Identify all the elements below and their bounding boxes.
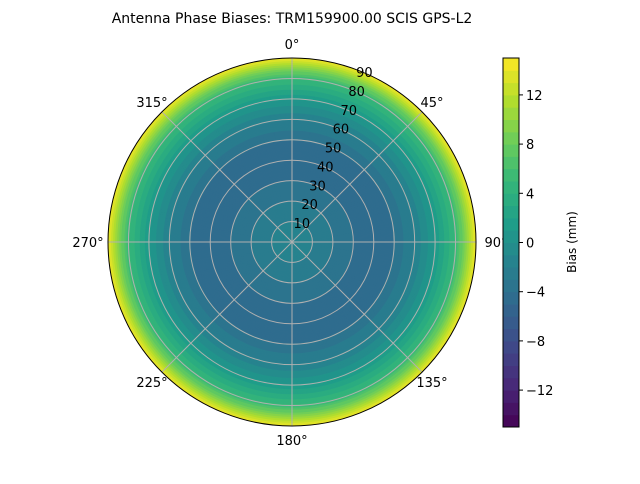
colorbar-tick-label: 0 bbox=[526, 237, 534, 252]
angular-tick-label: 0° bbox=[285, 38, 300, 53]
radial-tick-label: 20 bbox=[301, 198, 318, 213]
colorbar-level bbox=[503, 328, 519, 342]
colorbar-level bbox=[503, 267, 519, 280]
radial-tick-label: 80 bbox=[348, 85, 365, 100]
colorbar-level bbox=[503, 156, 519, 170]
colorbar-tick-label: −4 bbox=[526, 286, 545, 301]
colorbar-level bbox=[503, 181, 519, 194]
radial-tick-label: 70 bbox=[340, 104, 357, 119]
colorbar-label: Bias (mm) bbox=[565, 211, 579, 273]
radial-tick-label: 50 bbox=[325, 142, 342, 157]
colorbar-level bbox=[503, 316, 519, 330]
radial-tick-label: 10 bbox=[294, 217, 311, 232]
radial-tick-label: 40 bbox=[317, 160, 334, 175]
colorbar-level bbox=[503, 168, 519, 182]
colorbar-level bbox=[503, 254, 519, 268]
colorbar-level bbox=[503, 377, 519, 391]
angular-tick-label: 90° bbox=[484, 236, 507, 251]
colorbar-level bbox=[503, 402, 519, 416]
colorbar-level bbox=[503, 230, 519, 243]
colorbar-tick-label: 12 bbox=[526, 89, 543, 104]
colorbar-level bbox=[503, 119, 519, 133]
colorbar-tick-label: −8 bbox=[526, 335, 545, 350]
colorbar-level bbox=[503, 390, 519, 403]
colorbar-level bbox=[503, 94, 519, 108]
colorbar-level bbox=[503, 217, 519, 231]
colorbar-level bbox=[503, 58, 519, 71]
colorbar-tick-label: 8 bbox=[526, 138, 534, 153]
colorbar-level bbox=[503, 193, 519, 207]
colorbar-level bbox=[503, 144, 519, 157]
angular-gridline bbox=[291, 241, 423, 373]
colorbar-level bbox=[503, 340, 519, 354]
colorbar-level bbox=[503, 107, 519, 120]
angular-tick-label: 315° bbox=[136, 96, 167, 111]
colorbar-level bbox=[503, 304, 519, 317]
angular-tick-label: 180° bbox=[276, 434, 307, 449]
angular-tick-label: 225° bbox=[136, 376, 167, 391]
radial-tick-label: 90 bbox=[356, 66, 373, 81]
colorbar-level bbox=[503, 353, 519, 366]
colorbar-level bbox=[503, 365, 519, 379]
radial-tick-label: 30 bbox=[309, 179, 326, 194]
colorbar-level bbox=[503, 205, 519, 219]
colorbar-tick-label: −12 bbox=[526, 384, 553, 399]
colorbar-level bbox=[503, 414, 519, 428]
colorbar-level bbox=[503, 131, 519, 145]
polar-frame bbox=[107, 57, 477, 427]
angular-gridline bbox=[161, 241, 293, 373]
colorbar-tick-label: 4 bbox=[526, 187, 534, 202]
radial-tick-label: 60 bbox=[333, 123, 350, 138]
colorbar-level bbox=[503, 70, 519, 84]
colorbar-level bbox=[503, 242, 519, 256]
angular-gridline bbox=[161, 111, 293, 243]
colorbar-level bbox=[503, 279, 519, 293]
angular-tick-label: 270° bbox=[72, 236, 103, 251]
colorbar-level bbox=[503, 291, 519, 305]
angular-tick-label: 45° bbox=[420, 96, 443, 111]
angular-gridline bbox=[291, 111, 423, 243]
chart-title: Antenna Phase Biases: TRM159900.00 SCIS … bbox=[112, 11, 473, 27]
angular-tick-label: 135° bbox=[416, 376, 447, 391]
colorbar-level bbox=[503, 82, 519, 96]
